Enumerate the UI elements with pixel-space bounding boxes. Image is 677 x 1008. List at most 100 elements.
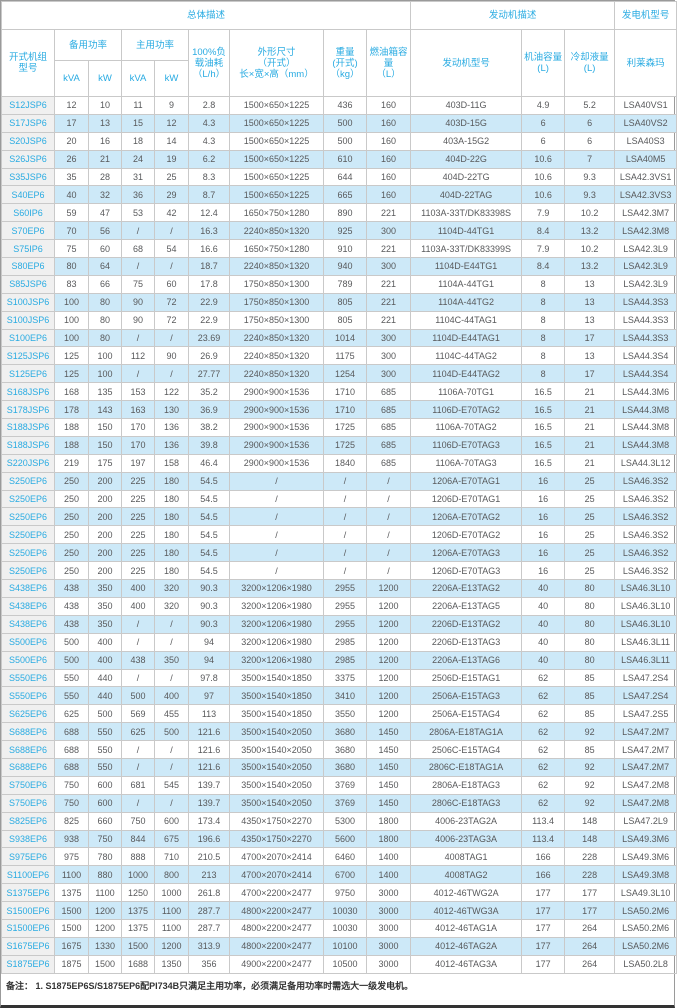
model-link[interactable]: S100EP6 (1, 328, 55, 348)
model-link[interactable]: S750EP6 (1, 793, 55, 813)
oil-capacity-cell: 40 (521, 596, 566, 616)
prime-kw-cell: 675 (154, 829, 189, 849)
model-link[interactable]: S1675EP6 (1, 936, 55, 956)
oil-capacity-cell: 16 (521, 561, 566, 581)
table-row: S688EP6 688 550//121.6 3500×1540×2050 3680 14… (1, 740, 677, 759)
model-link[interactable]: S85JSP6 (1, 274, 55, 294)
standby-kw-cell: 64 (88, 257, 122, 276)
model-link[interactable]: S975EP6 (1, 847, 55, 867)
oil-capacity-cell: 40 (521, 650, 566, 670)
prime-kw-cell: 90 (154, 346, 189, 366)
model-link[interactable]: S250EP6 (1, 489, 55, 509)
prime-kw-cell: / (154, 757, 189, 777)
coolant-capacity-cell: 10.2 (564, 239, 616, 259)
fuel-consumption-cell: 22.9 (188, 292, 230, 312)
engine-model-cell: 404D-22G (410, 149, 523, 169)
oil-capacity-cell: 40 (521, 614, 566, 634)
model-link[interactable]: S178JSP6 (1, 400, 55, 420)
standby-kva-cell: 26 (54, 149, 89, 169)
model-link[interactable]: S70EP6 (1, 221, 55, 241)
prime-kva-cell: 36 (121, 185, 155, 205)
standby-kva-cell: 438 (54, 614, 89, 634)
model-link[interactable]: S12JSP6 (1, 96, 55, 115)
model-link[interactable]: S1100EP6 (1, 865, 55, 885)
model-link[interactable]: S40EP6 (1, 185, 55, 205)
model-link[interactable]: S125EP6 (1, 364, 55, 384)
model-link[interactable]: S438EP6 (1, 614, 55, 634)
dimensions-cell: 3500×1540×1850 (229, 686, 324, 706)
table-row: S250EP6 250 200 225 180 54.5///1206A-E70TAG2 1… (1, 507, 677, 527)
model-link[interactable]: S825EP6 (1, 811, 55, 831)
model-link[interactable]: S188JSP6 (1, 418, 55, 437)
model-link[interactable]: S75IP6 (1, 239, 55, 259)
model-link[interactable]: S125JSP6 (1, 346, 55, 366)
model-link[interactable]: S688EP6 (1, 757, 55, 777)
standby-kw-cell: 1200 (88, 918, 122, 938)
model-link[interactable]: S500EP6 (1, 632, 55, 652)
model-link[interactable]: S1375EP6 (1, 883, 55, 903)
standby-kva-cell: 688 (54, 722, 89, 742)
model-link[interactable]: S500EP6 (1, 650, 55, 670)
standby-kw-cell: 150 (88, 435, 122, 455)
alternator-cell: LSA46.3S2 (614, 561, 677, 581)
model-link[interactable]: S220JSP6 (1, 453, 55, 473)
model-link[interactable]: S168JSP6 (1, 382, 55, 402)
standby-kva-cell: 550 (54, 668, 89, 688)
standby-kva-cell: 83 (54, 274, 89, 294)
fuel-tank-cell: 221 (365, 274, 412, 294)
oil-capacity-cell: 62 (521, 775, 566, 795)
model-link[interactable]: S250EP6 (1, 507, 55, 527)
model-link[interactable]: S688EP6 (1, 722, 55, 742)
model-link[interactable]: S26JSP6 (1, 149, 55, 169)
prime-kw-cell: 800 (154, 865, 189, 885)
alternator-cell: LSA42.3L9 (614, 274, 677, 294)
oil-capacity-cell: 8 (521, 328, 566, 348)
standby-kw-cell: 780 (88, 847, 122, 867)
fuel-consumption-cell: 8.3 (188, 167, 230, 187)
header-standby-kw: kW (88, 60, 122, 97)
model-link[interactable]: S438EP6 (1, 596, 55, 616)
dimensions-cell: 4800×2200×2477 (229, 936, 324, 956)
model-link[interactable]: S1875EP6 (1, 954, 55, 974)
model-link[interactable]: S35JSP6 (1, 167, 55, 187)
standby-kva-cell: 188 (54, 435, 89, 455)
table-row: S938EP6 938 750 844 675 196.6 4350×1750×2270 56… (1, 829, 677, 849)
model-link[interactable]: S550EP6 (1, 686, 55, 706)
standby-kw-cell: 56 (88, 221, 122, 241)
model-link[interactable]: S60IP6 (1, 203, 55, 223)
standby-kva-cell: 1100 (54, 865, 89, 885)
coolant-capacity-cell: 17 (564, 328, 616, 348)
fuel-consumption-cell: 90.3 (188, 596, 230, 616)
prime-kva-cell: 681 (121, 775, 155, 795)
model-link[interactable]: S250EP6 (1, 471, 55, 491)
coolant-capacity-cell: 10.2 (564, 203, 616, 223)
table-row: S825EP6 825 660 750 600 173.4 4350×1750×2270 53… (1, 811, 677, 831)
model-link[interactable]: S17JSP6 (1, 113, 55, 133)
dimensions-cell: 3200×1206×1980 (229, 632, 324, 652)
model-link[interactable]: S438EP6 (1, 579, 55, 598)
model-link[interactable]: S188JSP6 (1, 435, 55, 455)
alternator-cell: LSA44.3M8 (614, 400, 677, 420)
model-link[interactable]: S80EP6 (1, 257, 55, 276)
model-link[interactable]: S250EP6 (1, 525, 55, 545)
engine-model-cell: 1104C-44TAG1 (410, 310, 523, 330)
model-link[interactable]: S250EP6 (1, 543, 55, 563)
model-link[interactable]: S1500EP6 (1, 918, 55, 938)
prime-kva-cell: 18 (121, 131, 155, 151)
model-link[interactable]: S938EP6 (1, 829, 55, 849)
model-link[interactable]: S1500EP6 (1, 901, 55, 920)
fuel-consumption-cell: 356 (188, 954, 230, 974)
dimensions-cell: 3200×1206×1980 (229, 614, 324, 634)
model-link[interactable]: S100JSP6 (1, 292, 55, 312)
model-link[interactable]: S625EP6 (1, 704, 55, 724)
model-link[interactable]: S688EP6 (1, 740, 55, 759)
header-generator-group: 发电机型号 (614, 1, 677, 30)
standby-kva-cell: 1500 (54, 918, 89, 938)
model-link[interactable]: S250EP6 (1, 561, 55, 581)
oil-capacity-cell: 4.9 (521, 96, 566, 115)
model-link[interactable]: S20JSP6 (1, 131, 55, 151)
model-link[interactable]: S550EP6 (1, 668, 55, 688)
model-link[interactable]: S750EP6 (1, 775, 55, 795)
fuel-consumption-cell: 36.9 (188, 400, 230, 420)
model-link[interactable]: S100JSP6 (1, 310, 55, 330)
